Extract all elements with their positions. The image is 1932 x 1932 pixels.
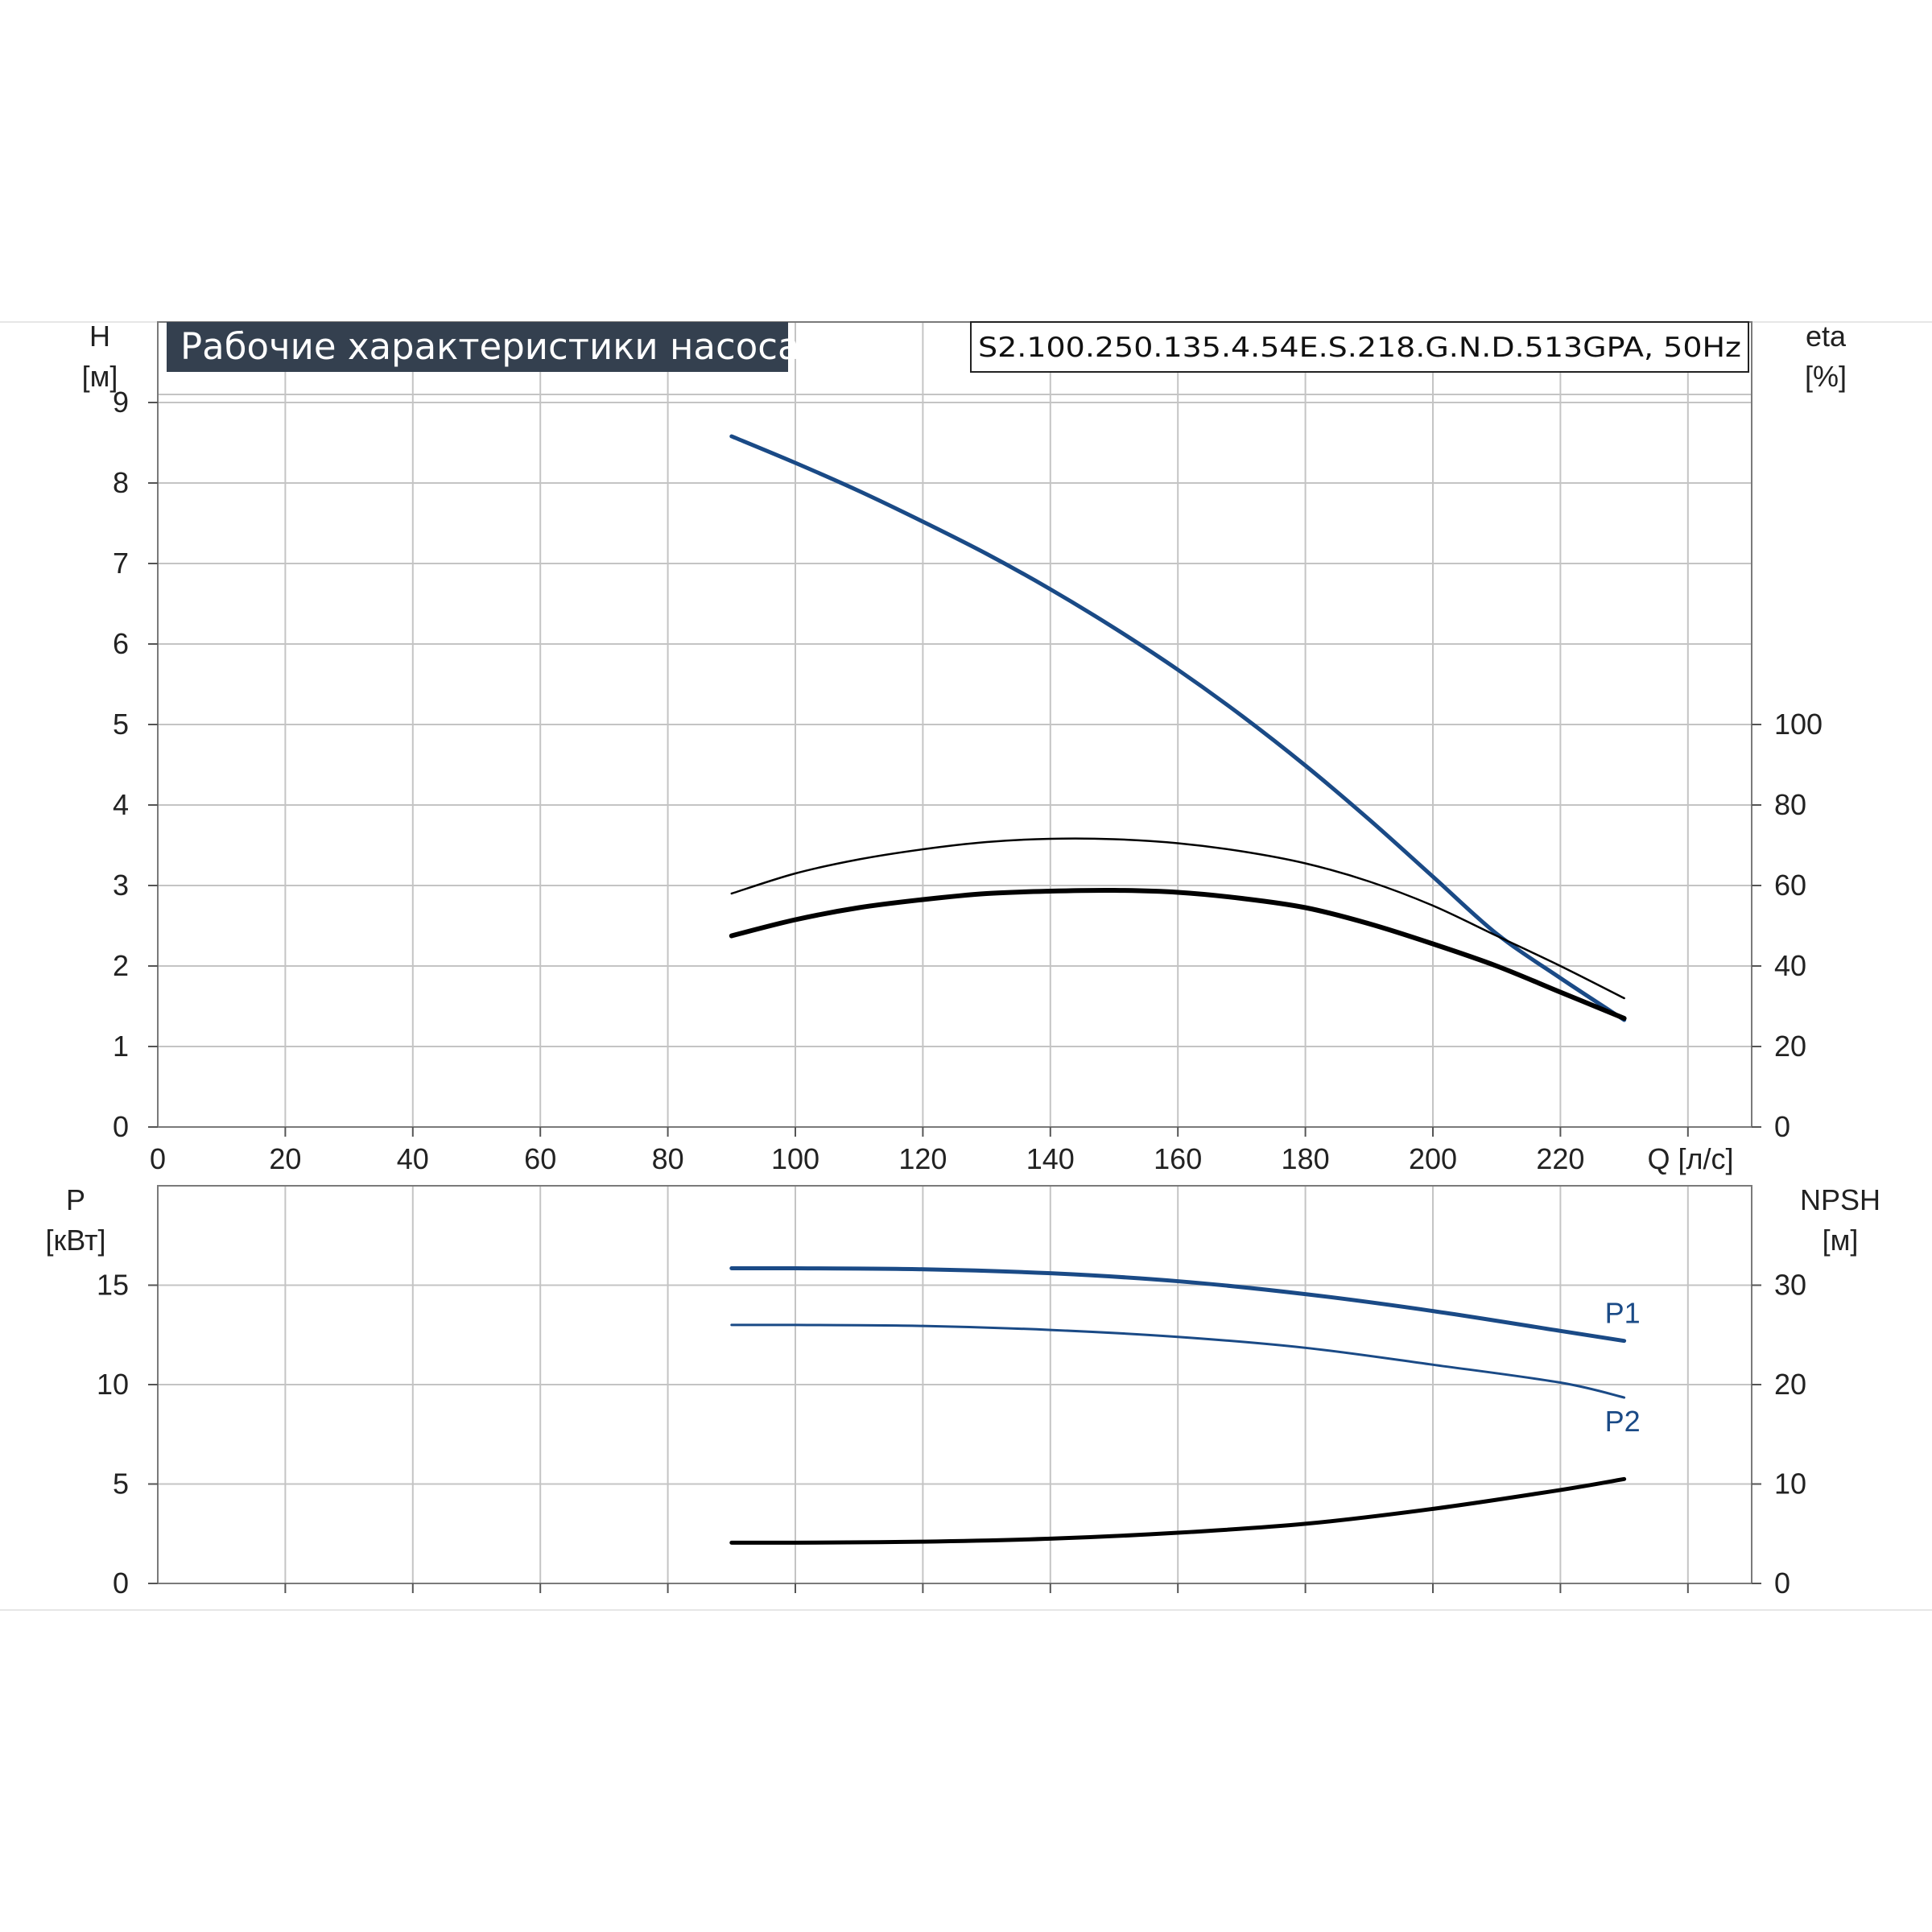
bottom-series-curve-2-line xyxy=(729,1476,1627,1545)
top-y-left-tick-label: 4 xyxy=(113,788,129,821)
x-tick-label: 120 xyxy=(898,1142,947,1175)
top-y-right-tick-label: 40 xyxy=(1774,949,1806,982)
y-left-unit-p: [кВт] xyxy=(45,1224,105,1257)
x-tick-label: 0 xyxy=(150,1142,166,1175)
bottom-panel-ticks: 0 5 10 15 0 10 20 30 xyxy=(97,1269,1806,1600)
series-label-p1: P1 xyxy=(1605,1297,1641,1330)
y-right-unit-npsh: [м] xyxy=(1823,1224,1859,1257)
top-y-left-tick-label: 0 xyxy=(113,1110,129,1143)
top-y-left-tick-label: 3 xyxy=(113,869,129,902)
y-right-label-eta: eta xyxy=(1806,320,1847,353)
bottom-y-left-tick-label: 15 xyxy=(97,1269,129,1302)
bottom-series-p2-line xyxy=(730,1323,1626,1399)
top-y-left-tick-label: 7 xyxy=(113,547,129,580)
x-axis-label: Q [л/с] xyxy=(1647,1142,1733,1175)
top-series-curve-0-line xyxy=(729,434,1627,1022)
bottom-panel-series: P1 P2 xyxy=(729,1265,1641,1545)
bottom-y-right-tick-label: 0 xyxy=(1774,1567,1790,1600)
top-series-curve-1-line xyxy=(730,837,1625,1000)
bottom-panel-grid xyxy=(158,1186,1752,1583)
top-y-left-tick-label: 5 xyxy=(113,708,129,741)
top-y-right-tick-label: 0 xyxy=(1774,1110,1790,1143)
top-y-left-tick-label: 8 xyxy=(113,466,129,499)
bottom-y-right-tick-label: 30 xyxy=(1774,1269,1806,1302)
top-panel-ticks: 0 1 2 3 4 5 6 7 8 9 0 20 40 60 80 100 0 20 40 60 80 100 120 140… xyxy=(113,386,1823,1175)
y-left-unit-h: [м] xyxy=(82,360,118,393)
x-tick-label: 200 xyxy=(1409,1142,1457,1175)
top-y-left-tick-label: 1 xyxy=(113,1030,129,1063)
y-right-label-npsh: NPSH xyxy=(1800,1183,1880,1216)
y-left-label-h: H xyxy=(89,320,110,353)
top-y-left-tick-label: 2 xyxy=(113,949,129,982)
x-tick-label: 180 xyxy=(1282,1142,1330,1175)
bottom-y-left-tick-label: 5 xyxy=(113,1468,129,1501)
top-y-left-tick-label: 6 xyxy=(113,627,129,660)
top-y-left-tick-label: 9 xyxy=(113,386,129,419)
bottom-y-right-tick-label: 20 xyxy=(1774,1368,1806,1401)
x-tick-label: 80 xyxy=(652,1142,684,1175)
model-box xyxy=(970,321,1749,373)
x-tick-label: 20 xyxy=(269,1142,301,1175)
top-y-right-tick-label: 20 xyxy=(1774,1030,1806,1063)
x-tick-label: 60 xyxy=(524,1142,556,1175)
top-panel-grid xyxy=(158,322,1752,1127)
bottom-y-left-tick-label: 0 xyxy=(113,1567,129,1600)
chart-title: Рабочие характеристики насоса xyxy=(180,325,800,368)
y-left-label-p: P xyxy=(66,1183,85,1216)
chart-title-box xyxy=(167,322,788,372)
bottom-y-left-tick-label: 10 xyxy=(97,1368,129,1401)
x-tick-label: 220 xyxy=(1536,1142,1584,1175)
y-right-unit-eta: [%] xyxy=(1805,360,1847,393)
x-tick-label: 160 xyxy=(1154,1142,1202,1175)
x-tick-label: 140 xyxy=(1026,1142,1075,1175)
top-series-curve-2-line xyxy=(729,887,1627,1021)
top-y-right-tick-label: 100 xyxy=(1774,708,1823,741)
top-panel-series xyxy=(729,434,1627,1022)
top-y-right-tick-label: 80 xyxy=(1774,788,1806,821)
x-tick-label: 100 xyxy=(771,1142,819,1175)
chart-model-subtitle: S2.100.250.135.4.54E.S.218.G.N.D.513GPA,… xyxy=(978,332,1741,364)
bottom-y-right-tick-label: 10 xyxy=(1774,1468,1806,1501)
series-label-p2: P2 xyxy=(1605,1405,1641,1438)
top-y-right-tick-label: 60 xyxy=(1774,869,1806,902)
x-tick-label: 40 xyxy=(397,1142,429,1175)
bottom-series-p1-line xyxy=(729,1265,1627,1344)
